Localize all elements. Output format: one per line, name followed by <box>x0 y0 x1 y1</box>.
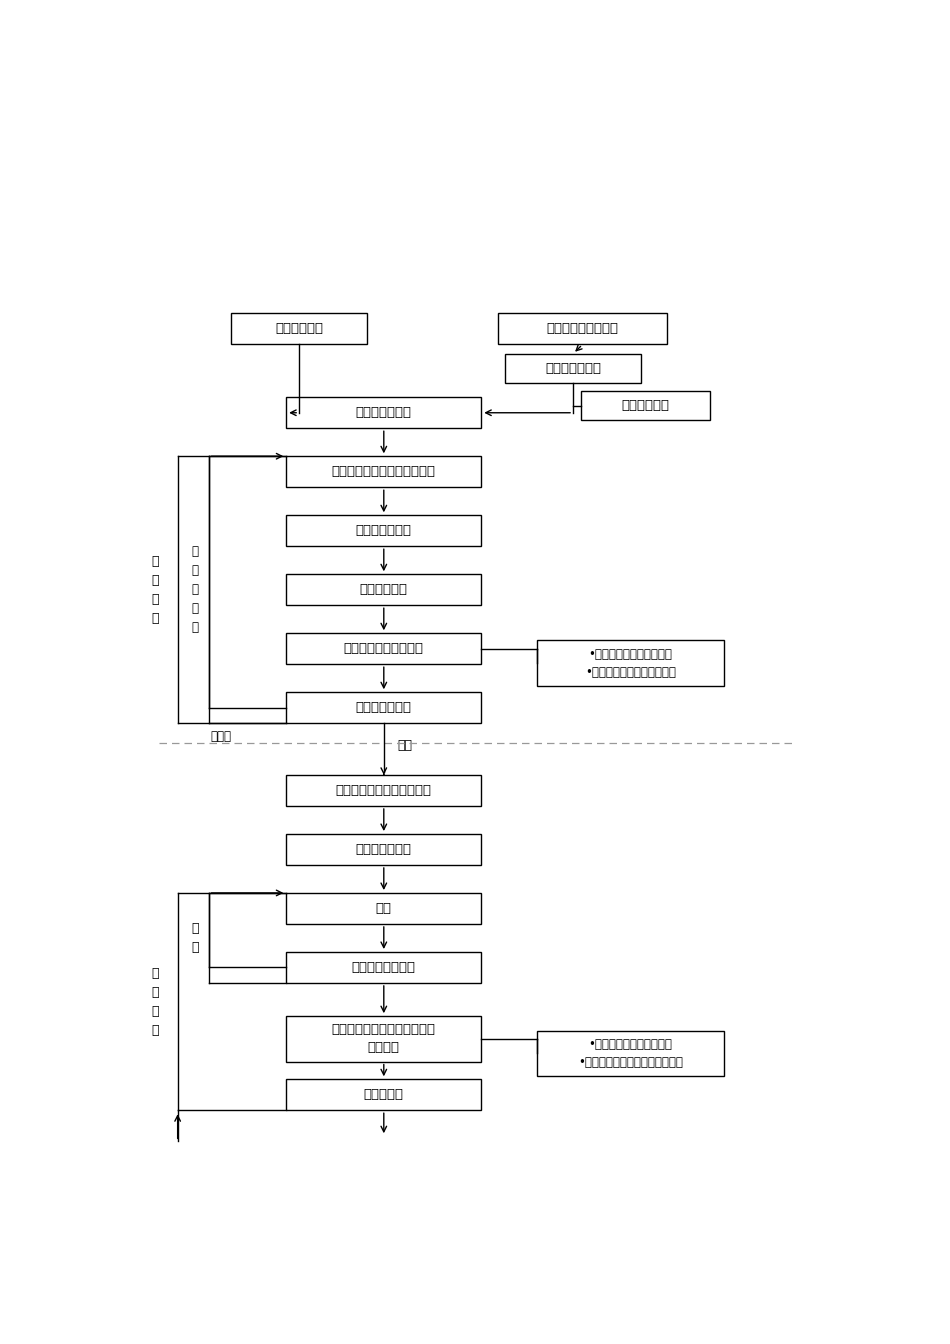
Bar <box>286 1079 482 1110</box>
Bar <box>504 353 641 383</box>
Bar <box>286 398 482 429</box>
Bar <box>286 456 482 488</box>
Text: 现场监理抽检: 现场监理抽检 <box>621 399 669 413</box>
Text: 承包商上报试验段结果: 承包商上报试验段结果 <box>344 642 424 656</box>
Text: 路基分段分层施工: 路基分段分层施工 <box>352 961 416 974</box>
Text: 监理工程师审核: 监理工程师审核 <box>356 524 411 538</box>
Text: 进场设备报验: 进场设备报验 <box>276 323 323 336</box>
Bar <box>286 775 482 806</box>
Bar <box>580 391 710 419</box>
Bar <box>537 641 724 685</box>
Text: 重
做
试
验
段: 重 做 试 验 段 <box>192 546 199 634</box>
Bar <box>286 692 482 723</box>
Text: 不同意: 不同意 <box>211 731 232 743</box>
Text: 监理工程师审核: 监理工程师审核 <box>356 843 411 856</box>
Text: 试
验
阶
段: 试 验 阶 段 <box>152 555 160 625</box>
Text: 同意: 同意 <box>397 739 412 753</box>
Bar <box>231 313 368 344</box>
Text: 监理工程师审核: 监理工程师审核 <box>356 702 411 714</box>
Text: 承包商审检合格: 承包商审检合格 <box>545 362 601 375</box>
Text: 开工做试验段: 开工做试验段 <box>360 583 408 597</box>
Bar <box>286 892 482 923</box>
Text: 监理工程师: 监理工程师 <box>364 1089 404 1101</box>
Bar <box>537 1031 724 1077</box>
Text: 承包商填写路基开工申请单: 承包商填写路基开工申请单 <box>335 784 432 797</box>
Bar <box>286 515 482 546</box>
Text: 承包商填写试验段开工申请单: 承包商填写试验段开工申请单 <box>332 465 436 478</box>
Text: 开工: 开工 <box>376 902 391 915</box>
Bar <box>286 574 482 605</box>
Text: 施
工
阶
段: 施 工 阶 段 <box>152 966 160 1036</box>
Bar <box>286 952 482 982</box>
Bar <box>498 313 667 344</box>
Text: •专业监理工程师现场检查
•试验监理工程师试验室检验: •专业监理工程师现场检查 •试验监理工程师试验室检验 <box>585 648 675 679</box>
Bar <box>286 633 482 664</box>
Text: 填方材料选用与试验: 填方材料选用与试验 <box>546 323 618 336</box>
Text: 返
工: 返 工 <box>192 922 200 954</box>
Text: 监理工程师审核: 监理工程师审核 <box>356 406 411 419</box>
Text: •专业监理工程师现场检查
•试验监理工程师试验室抽样检验: •专业监理工程师现场检查 •试验监理工程师试验室抽样检验 <box>578 1038 683 1068</box>
Bar <box>286 1016 482 1062</box>
Text: 承包商自检合格，填写质量验
收报验单: 承包商自检合格，填写质量验 收报验单 <box>332 1023 436 1054</box>
Bar <box>286 833 482 866</box>
